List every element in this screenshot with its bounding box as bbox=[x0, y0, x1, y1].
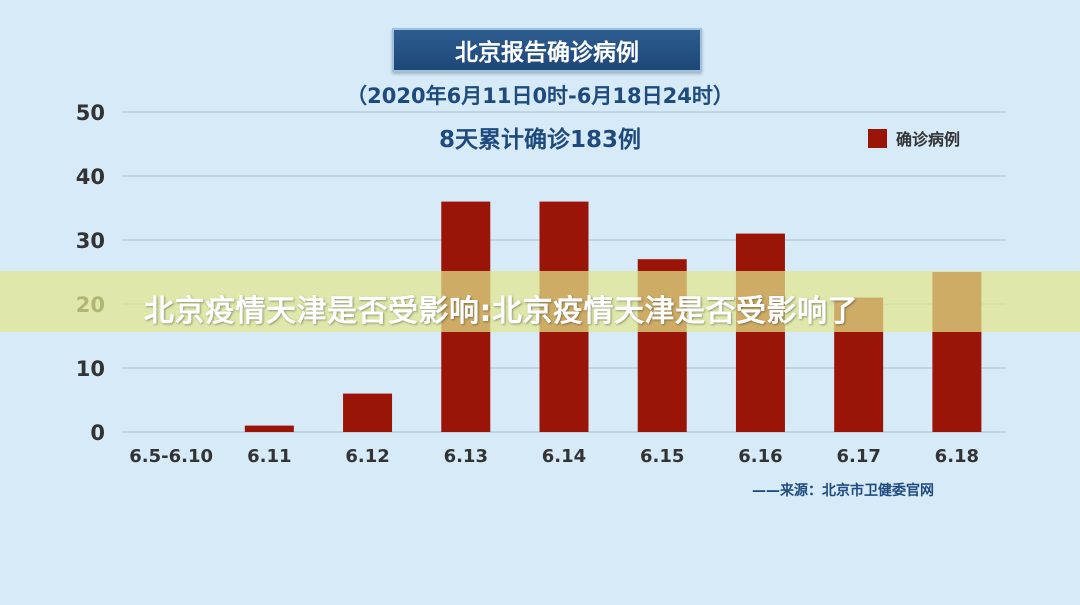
x-tick-label: 6.16 bbox=[738, 446, 782, 467]
headline-text: 北京疫情天津是否受影响:北京疫情天津是否受影响了 bbox=[144, 294, 858, 329]
x-tick-label: 6.12 bbox=[345, 446, 389, 467]
bar bbox=[735, 233, 785, 432]
legend-label: 确诊病例 bbox=[896, 130, 961, 149]
x-tick-label: 6.15 bbox=[640, 446, 684, 467]
x-tick-label: 6.18 bbox=[935, 446, 979, 467]
x-tick-label: 6.11 bbox=[247, 446, 291, 467]
bar bbox=[244, 425, 294, 432]
chart-x-axis: 6.5-6.10 6.11 6.12 6.13 6.14 6.15 6.16 6.17 6.18 bbox=[129, 446, 979, 467]
y-tick-label: 40 bbox=[76, 165, 105, 189]
chart-title: 北京报告确诊病例 bbox=[392, 28, 702, 72]
y-tick-label: 10 bbox=[76, 357, 105, 381]
chart-legend: 确诊病例 bbox=[868, 126, 960, 150]
y-tick-label: 50 bbox=[76, 101, 105, 125]
x-tick-label: 6.5-6.10 bbox=[129, 446, 213, 467]
bar bbox=[343, 393, 393, 432]
y-tick-label: 30 bbox=[76, 229, 105, 253]
chart-summary: 8天累计确诊183例 bbox=[438, 127, 641, 153]
x-tick-label: 6.17 bbox=[836, 446, 880, 467]
legend-swatch bbox=[868, 128, 887, 148]
chart-subtitle: （2020年6月11日0时-6月18日24时） bbox=[346, 84, 734, 108]
headline-banner bbox=[0, 271, 1080, 332]
chart-source: ——来源：北京市卫健委官网 bbox=[752, 483, 934, 499]
y-tick-label: 0 bbox=[90, 421, 105, 445]
x-tick-label: 6.13 bbox=[444, 446, 488, 467]
x-tick-label: 6.14 bbox=[542, 446, 586, 467]
